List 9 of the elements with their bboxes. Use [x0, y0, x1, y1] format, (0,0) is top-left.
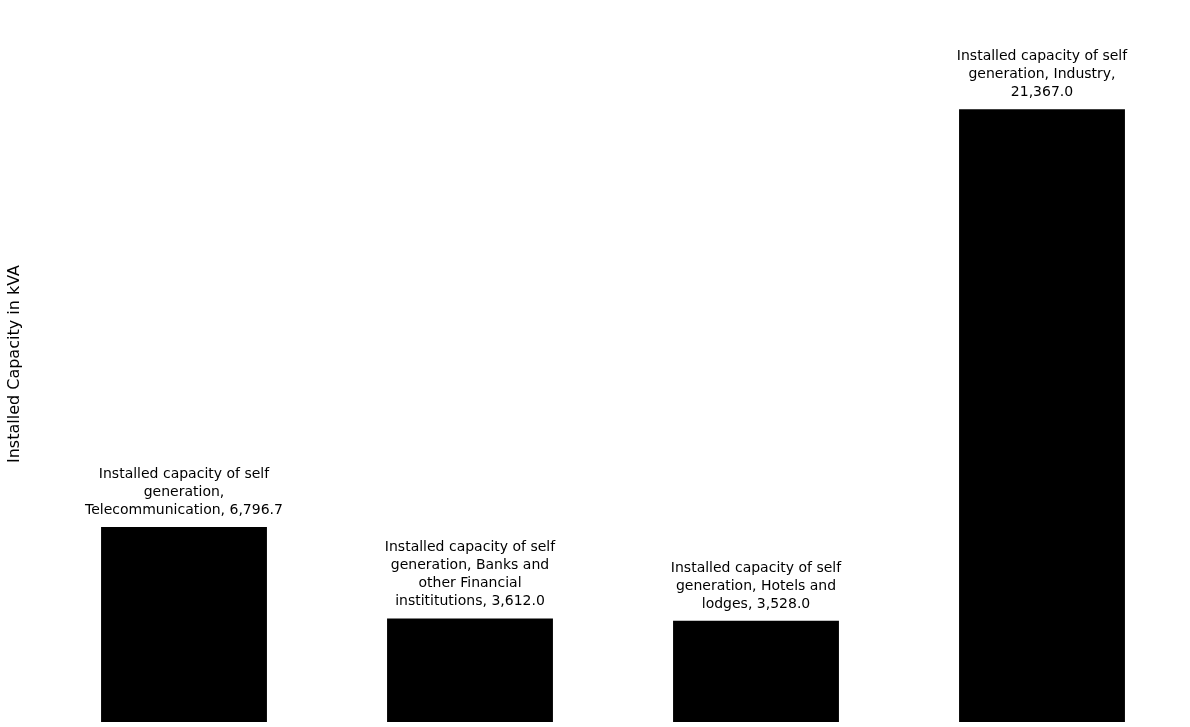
data-label: Installed capacity of self generation, Banks and other Financial instititutions, 3,612.0: [384, 538, 557, 609]
bar: [959, 109, 1125, 722]
bar: [673, 620, 839, 722]
data-label: Installed capacity of self generation, Hotels and lodges, 3,528.0: [670, 558, 843, 611]
data-label: Installed capacity of self generation, Telecommunication, 6,796.7: [84, 465, 283, 518]
bar: [387, 618, 553, 722]
data-label: Installed capacity of self generation, Industry, 21,367.0: [956, 47, 1129, 100]
y-axis-title: Installed Capacity in kVA: [3, 264, 23, 464]
bar: [101, 527, 267, 722]
